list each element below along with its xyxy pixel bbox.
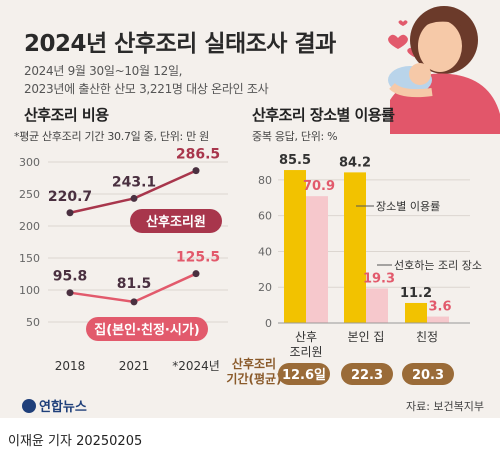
data-label: 19.3 [363,271,395,286]
data-point [66,289,74,297]
data-label: 11.2 [400,286,432,301]
x-tick-label: 조리원 [289,345,322,359]
series-label-pill [130,209,222,233]
legend-label: 장소별 이용률 [376,200,440,213]
bar [284,170,306,323]
bar [306,196,328,323]
y-tick-label: 100 [19,284,40,297]
bar [405,302,427,323]
logo-mark-icon [22,399,36,413]
period-value: 20.3 [412,368,444,383]
data-label: 81.5 [117,276,152,292]
left-chart-subtitle: *평균 산후조리 기간 30.7일 중, 단위: 만 원 [14,130,209,143]
period-row-label: 기간(평균) [226,371,281,386]
bar [427,316,449,323]
bar [344,172,366,323]
y-tick-label: 300 [19,156,40,169]
page-title: 2024년 산후조리 실태조사 결과 [24,31,336,57]
data-point [66,209,74,217]
y-tick-label: 50 [26,316,40,329]
data-label: 95.8 [53,269,88,285]
data-label: 125.5 [176,250,220,266]
y-tick-label: 40 [258,245,272,258]
data-label: 286.5 [176,147,220,163]
series-label: 산후조리원 [146,214,206,230]
x-tick-label: 산후 [295,330,317,344]
data-point [192,270,200,278]
series-label-pill [86,317,208,341]
y-tick-label: 60 [258,210,272,223]
x-tick-label: *2024년 [172,359,220,373]
y-tick-label: 20 [258,281,272,294]
period-value: 22.3 [351,368,383,383]
bar [366,288,388,323]
x-tick-label: 2021 [119,359,150,373]
x-tick-label: 본인 집 [348,330,385,344]
period-pill [341,363,393,385]
legend-label: 선호하는 조리 장소 [394,258,482,272]
data-label: 84.2 [339,155,371,170]
period-pill [278,363,330,385]
source-note: 자료: 보건복지부 [405,400,484,413]
data-point [130,298,138,306]
data-label: 243.1 [112,174,156,190]
data-point [130,194,138,202]
x-tick-label: 2018 [55,359,86,373]
y-tick-label: 250 [19,188,40,201]
period-value: 12.6일 [282,368,326,383]
right-chart-title: 산후조리 장소별 이용률 [252,106,395,124]
data-label: 220.7 [48,189,92,205]
period-row-label: 산후조리 [232,356,276,371]
data-label: 85.5 [279,153,311,168]
left-chart-title: 산후조리 비용 [24,106,109,124]
subtitle-line-2: 2023년에 출산한 산모 3,221명 대상 온라인 조사 [24,82,269,96]
logo-text: 연합뉴스 [39,400,87,415]
series-label: 집(본인·친정·시가) [94,322,199,338]
yonhap-logo: 연합뉴스 [22,396,87,415]
byline: 이재윤 기자 20250205 [8,434,143,449]
y-tick-label: 80 [258,174,272,187]
data-label: 70.9 [303,179,335,194]
y-tick-label: 0 [265,317,272,330]
x-tick-label: 친정 [416,330,438,344]
right-chart-subtitle: 중복 응답, 단위: % [252,130,338,143]
data-label: 3.6 [428,300,451,315]
period-pill [402,363,454,385]
data-point [192,167,200,175]
y-tick-label: 200 [19,220,40,233]
y-tick-label: 150 [19,252,40,265]
subtitle-line-1: 2024년 9월 30일~10월 12일, [24,64,183,78]
